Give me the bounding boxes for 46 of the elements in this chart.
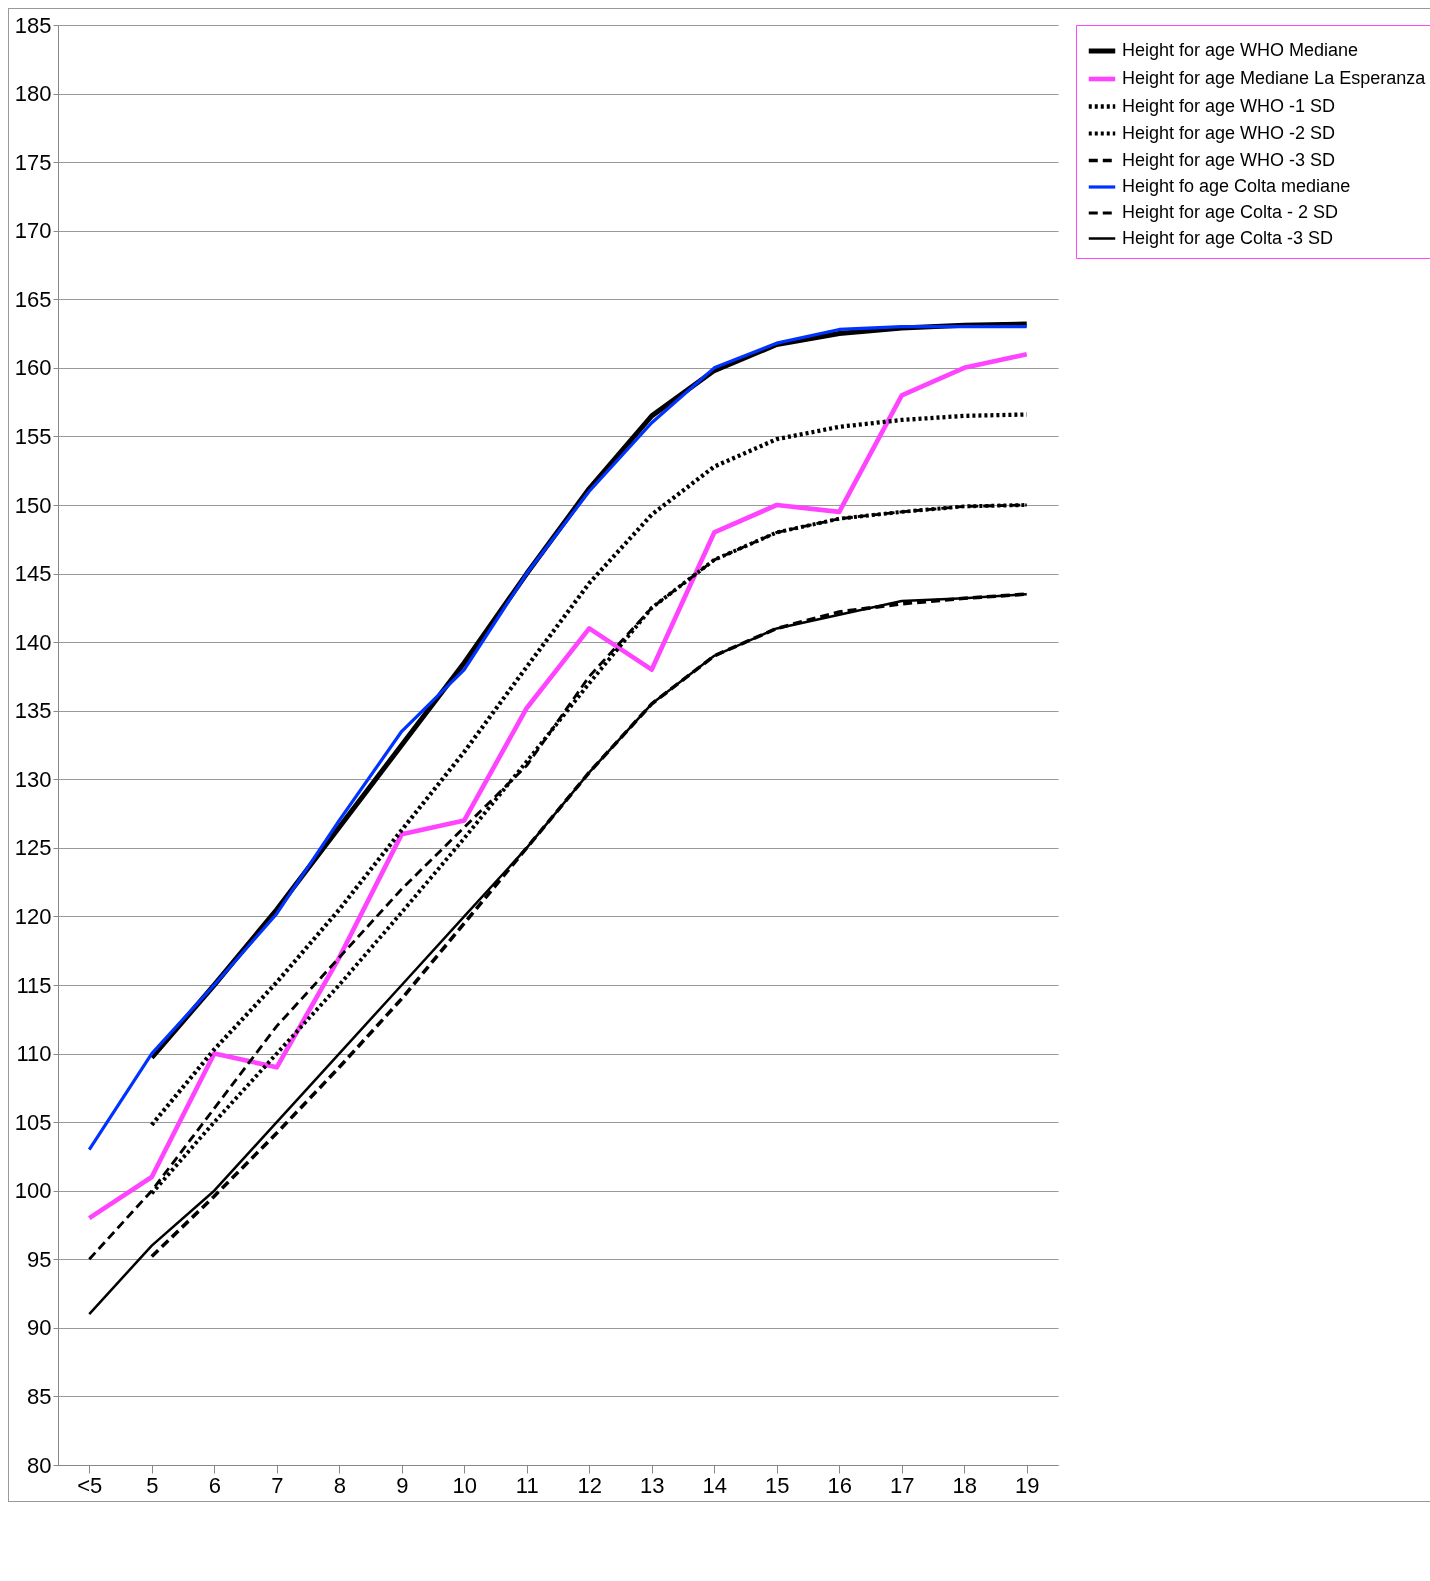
x-tick-label: 5	[146, 1472, 159, 1498]
x-tick-label: 12	[577, 1472, 602, 1498]
x-tick-label: 10	[452, 1472, 477, 1498]
legend-label: Height for age Mediane La Esperanza	[1122, 68, 1427, 88]
y-tick-label: 95	[27, 1246, 52, 1272]
y-tick-label: 85	[27, 1383, 52, 1409]
x-tick-label: 7	[271, 1472, 284, 1498]
y-tick-label: 120	[14, 903, 52, 929]
x-tick-label: 19	[1015, 1472, 1040, 1498]
x-tick-label: 16	[827, 1472, 852, 1498]
y-tick-label: 100	[14, 1178, 52, 1204]
y-tick-label: 165	[14, 286, 52, 312]
legend-label: Height fo age Colta mediane	[1122, 176, 1351, 196]
y-tick-label: 110	[16, 1041, 52, 1067]
x-tick-label: 14	[702, 1472, 727, 1498]
x-tick-label: <5	[77, 1472, 103, 1498]
y-tick-label: 145	[14, 561, 52, 587]
y-tick-label: 105	[14, 1109, 52, 1135]
x-tick-label: 18	[952, 1472, 977, 1498]
y-tick-label: 155	[14, 423, 52, 449]
y-tick-label: 140	[14, 629, 52, 655]
x-tick-label: 13	[640, 1472, 665, 1498]
legend-label: Height for age WHO -3 SD	[1122, 149, 1336, 170]
x-tick-label: 15	[765, 1472, 790, 1498]
y-tick-label: 135	[14, 698, 52, 724]
y-tick-label: 175	[14, 149, 52, 175]
legend-label: Height for age Colta -3 SD	[1122, 227, 1334, 248]
x-tick-label: 6	[208, 1472, 221, 1498]
x-tick-label: 8	[333, 1472, 346, 1498]
y-tick-label: 160	[14, 355, 52, 381]
y-tick-label: 150	[14, 492, 52, 518]
legend-label: Height for age Colta - 2 SD	[1122, 202, 1339, 222]
x-tick-label: 17	[890, 1472, 915, 1498]
y-tick-label: 80	[27, 1452, 52, 1478]
x-tick-label: 9	[396, 1472, 409, 1498]
y-tick-label: 130	[14, 766, 52, 792]
y-tick-label: 125	[14, 835, 52, 861]
y-tick-label: 115	[16, 972, 52, 998]
y-tick-label: 185	[14, 12, 52, 38]
legend-label: Height for age WHO -2 SD	[1122, 122, 1336, 143]
x-tick-label: 11	[515, 1472, 539, 1498]
y-tick-label: 180	[14, 81, 52, 107]
legend-label: Height for age WHO Mediane	[1122, 40, 1359, 60]
y-tick-label: 170	[14, 218, 52, 244]
y-tick-label: 90	[27, 1315, 52, 1341]
legend-label: Height for age WHO -1 SD	[1122, 95, 1336, 116]
